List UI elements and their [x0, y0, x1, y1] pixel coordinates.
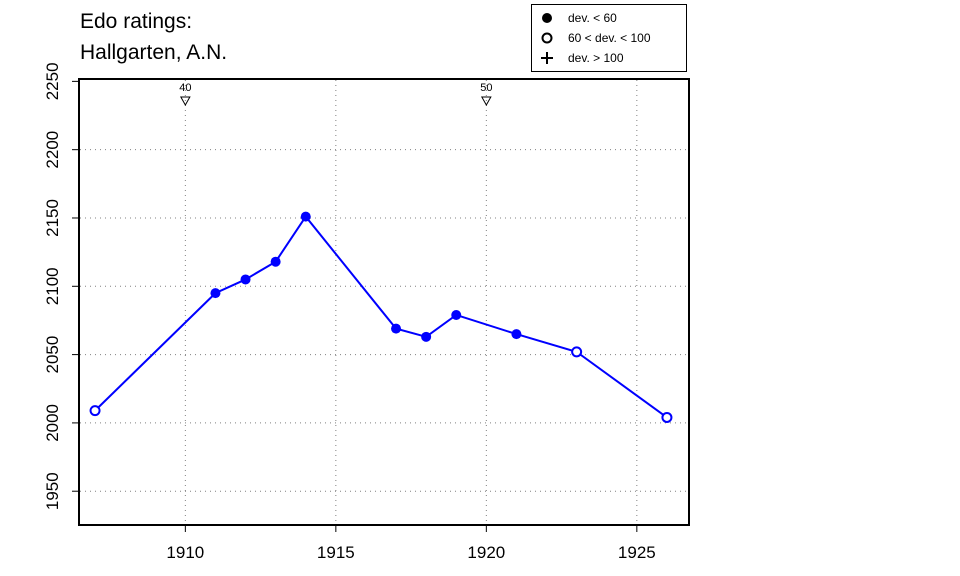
open-circle-icon — [541, 32, 553, 44]
annotation-label: 50 — [480, 82, 492, 94]
legend-label: dev. < 60 — [568, 11, 617, 25]
annotation-label: 40 — [179, 82, 191, 94]
data-point-filled — [300, 211, 311, 222]
y-axis: 1950 2000 2050 2100 2150 2200 2250 — [43, 62, 79, 510]
y-tick-label: 2050 — [43, 336, 62, 374]
legend-item-dev-gt-100: dev. > 100 — [540, 49, 624, 67]
y-tick-label: 2200 — [43, 131, 62, 169]
x-tick-label: 1920 — [467, 543, 505, 562]
legend-label: dev. > 100 — [568, 51, 624, 65]
data-point-filled — [511, 329, 522, 340]
y-tick-label: 2150 — [43, 199, 62, 237]
legend-label: 60 < dev. < 100 — [568, 31, 651, 45]
chart-title-line-2: Hallgarten, A.N. — [80, 41, 228, 64]
data-point-filled — [270, 256, 281, 267]
y-tick-label: 2000 — [43, 404, 62, 442]
chart-title-line-1: Edo ratings: — [80, 10, 193, 33]
plus-icon — [541, 52, 553, 64]
filled-circle-icon — [542, 13, 552, 23]
x-tick-label: 1910 — [166, 543, 204, 562]
legend-item-dev-60-100: 60 < dev. < 100 — [540, 29, 651, 47]
data-point-filled — [210, 288, 221, 299]
data-point-filled — [451, 309, 462, 320]
data-point-open — [571, 346, 583, 358]
series-group — [89, 211, 673, 423]
triangle-marker — [179, 96, 191, 107]
y-tick-label: 2100 — [43, 267, 62, 305]
data-point-open — [89, 405, 101, 417]
legend-item-dev-lt-60: dev. < 60 — [540, 9, 617, 27]
legend: dev. < 60 60 < dev. < 100 dev. > 100 — [531, 4, 687, 72]
x-tick-label: 1915 — [317, 543, 355, 562]
data-point-filled — [240, 274, 251, 285]
annotations: 40 50 — [179, 82, 492, 107]
plot-frame — [78, 78, 690, 526]
y-tick-label: 2250 — [43, 62, 62, 100]
grid-lines — [80, 80, 688, 524]
series-line — [94, 214, 668, 419]
data-point-filled — [391, 323, 402, 334]
data-point-open — [661, 411, 673, 423]
x-tick-label: 1925 — [618, 543, 656, 562]
y-tick-label: 1950 — [43, 472, 62, 510]
data-point-filled — [421, 331, 432, 342]
x-axis: 1910 1915 1920 1925 — [166, 525, 656, 562]
triangle-marker — [480, 96, 492, 107]
